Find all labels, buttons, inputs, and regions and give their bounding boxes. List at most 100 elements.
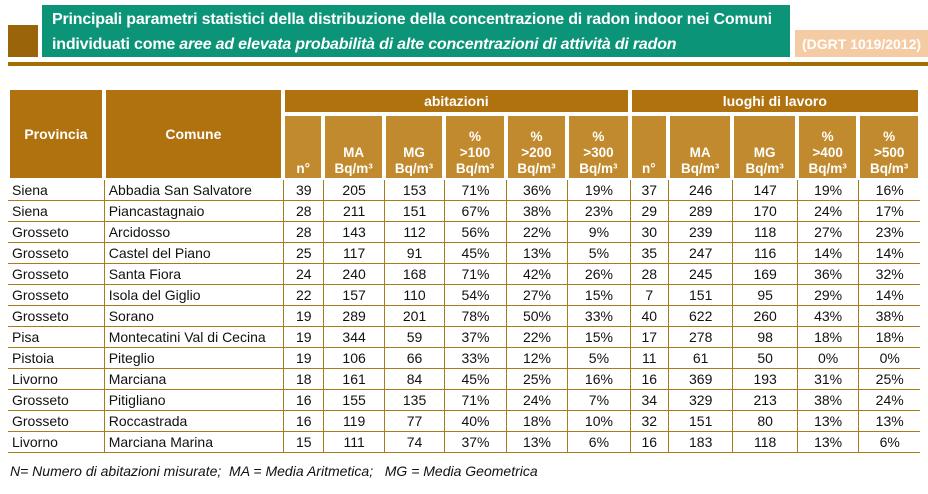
cell-value: 19 xyxy=(283,327,324,348)
subheader-abitazioni-ma: MA Bq/m³ xyxy=(323,114,384,180)
cell-comune: Pitigliano xyxy=(103,390,284,411)
cell-value: 50% xyxy=(505,306,568,327)
cell-value: 118 xyxy=(732,432,797,453)
table-row: Livorno Marciana Marina 15 111 74 37% 13% 6% 16 1… xyxy=(8,432,920,453)
subheader-abitazioni-gt300: % >300 Bq/m³ xyxy=(567,114,630,180)
cell-value: 15% xyxy=(567,285,630,306)
cell-value: 17 xyxy=(629,327,668,348)
cell-value: 84 xyxy=(383,369,445,390)
cell-value: 14% xyxy=(796,243,859,264)
banner-title-line2-regular: individuati come xyxy=(52,36,180,53)
cell-value: 80 xyxy=(732,411,797,432)
cell-value: 10% xyxy=(567,411,630,432)
cell-value: 161 xyxy=(323,369,384,390)
cell-value: 260 xyxy=(732,306,797,327)
cell-value: 22% xyxy=(505,222,568,243)
cell-value: 23% xyxy=(567,201,630,222)
cell-value: 29% xyxy=(796,285,859,306)
cell-value: 24% xyxy=(505,390,568,411)
cell-value: 19% xyxy=(567,180,630,201)
cell-value: 17% xyxy=(858,201,920,222)
cell-value: 32% xyxy=(858,264,920,285)
brown-square-decoration xyxy=(8,25,38,57)
cell-comune: Marciana xyxy=(103,369,284,390)
table-row: Grosseto Isola del Giglio 22 157 110 54% 27% 15… xyxy=(8,285,920,306)
cell-value: 143 xyxy=(323,222,384,243)
table-row: Grosseto Arcidosso 28 143 112 56% 22% 9% 30 239 11… xyxy=(8,222,920,243)
cell-value: 39 xyxy=(283,180,324,201)
table-group-header-row: Provincia Comune abitazioni luoghi di la… xyxy=(8,88,920,180)
cell-value: 35 xyxy=(629,243,668,264)
radon-statistics-table: Provincia Comune abitazioni luoghi di la… xyxy=(8,88,920,453)
table-row: Grosseto Pitigliano 16 155 135 71% 24% 7% 34 329 2… xyxy=(8,390,920,411)
cell-value: 36% xyxy=(796,264,859,285)
cell-value: 56% xyxy=(444,222,506,243)
cell-value: 14% xyxy=(858,243,920,264)
cell-comune: Montecatini Val di Cecina xyxy=(103,327,284,348)
cell-value: 22 xyxy=(283,285,324,306)
cell-value: 26% xyxy=(567,264,630,285)
cell-value: 33% xyxy=(444,348,506,369)
cell-value: 33% xyxy=(567,306,630,327)
group-header-abitazioni: abitazioni xyxy=(283,88,630,114)
cell-value: 344 xyxy=(323,327,384,348)
cell-value: 5% xyxy=(567,348,630,369)
cell-comune: Marciana Marina xyxy=(103,432,284,453)
cell-value: 54% xyxy=(444,285,506,306)
cell-value: 245 xyxy=(667,264,733,285)
cell-value: 67% xyxy=(444,201,506,222)
cell-value: 0% xyxy=(858,348,920,369)
cell-value: 40% xyxy=(444,411,506,432)
cell-value: 622 xyxy=(667,306,733,327)
cell-value: 45% xyxy=(444,369,506,390)
cell-value: 6% xyxy=(567,432,630,453)
table-row: Grosseto Santa Fiora 24 240 168 71% 42% 26% 28 24… xyxy=(8,264,920,285)
cell-value: 239 xyxy=(667,222,733,243)
cell-provincia: Grosseto xyxy=(8,411,104,432)
cell-value: 18 xyxy=(283,369,324,390)
cell-value: 19 xyxy=(283,348,324,369)
cell-value: 169 xyxy=(732,264,797,285)
cell-value: 6% xyxy=(858,432,920,453)
table-row: Pistoia Piteglio 19 106 66 33% 12% 5% 11 61 50 0% 0% xyxy=(8,348,920,369)
subheader-abitazioni-gt200: % >200 Bq/m³ xyxy=(505,114,568,180)
cell-value: 30 xyxy=(629,222,668,243)
banner-title-line2-italic: aree ad elevata probabilità di alte conc… xyxy=(179,36,677,53)
table-subheader-row: n° MA Bq/m³ MG Bq/m³ % >100 Bq/m³ % >200… xyxy=(8,114,920,180)
horizontal-rule xyxy=(8,62,928,66)
cell-value: 38% xyxy=(505,201,568,222)
cell-value: 151 xyxy=(667,411,733,432)
cell-value: 13% xyxy=(505,243,568,264)
cell-value: 117 xyxy=(323,243,384,264)
cell-value: 0% xyxy=(796,348,859,369)
table-row: Siena Piancastagnaio 28 211 151 67% 38% 23% 29 28… xyxy=(8,201,920,222)
cell-value: 369 xyxy=(667,369,733,390)
cell-value: 78% xyxy=(444,306,506,327)
cell-value: 37% xyxy=(444,327,506,348)
cell-provincia: Siena xyxy=(8,201,104,222)
cell-value: 37% xyxy=(444,432,506,453)
cell-value: 91 xyxy=(383,243,445,264)
cell-value: 36% xyxy=(505,180,568,201)
cell-value: 98 xyxy=(732,327,797,348)
subheader-lavoro-mg: MG Bq/m³ xyxy=(732,114,797,180)
cell-value: 16 xyxy=(629,432,668,453)
cell-provincia: Grosseto xyxy=(8,390,104,411)
cell-value: 19% xyxy=(796,180,859,201)
cell-value: 24% xyxy=(796,201,859,222)
cell-value: 12% xyxy=(505,348,568,369)
cell-value: 31% xyxy=(796,369,859,390)
cell-value: 116 xyxy=(732,243,797,264)
cell-value: 16 xyxy=(629,369,668,390)
subheader-lavoro-gt500: % >500 Bq/m³ xyxy=(858,114,920,180)
cell-value: 170 xyxy=(732,201,797,222)
cell-value: 289 xyxy=(323,306,384,327)
cell-value: 40 xyxy=(629,306,668,327)
cell-provincia: Pistoia xyxy=(8,348,104,369)
cell-provincia: Livorno xyxy=(8,432,104,453)
cell-value: 71% xyxy=(444,264,506,285)
cell-value: 16% xyxy=(858,180,920,201)
table-row: Livorno Marciana 18 161 84 45% 25% 16% 16 369 193 3… xyxy=(8,369,920,390)
cell-value: 247 xyxy=(667,243,733,264)
subheader-lavoro-gt400: % >400 Bq/m³ xyxy=(796,114,859,180)
